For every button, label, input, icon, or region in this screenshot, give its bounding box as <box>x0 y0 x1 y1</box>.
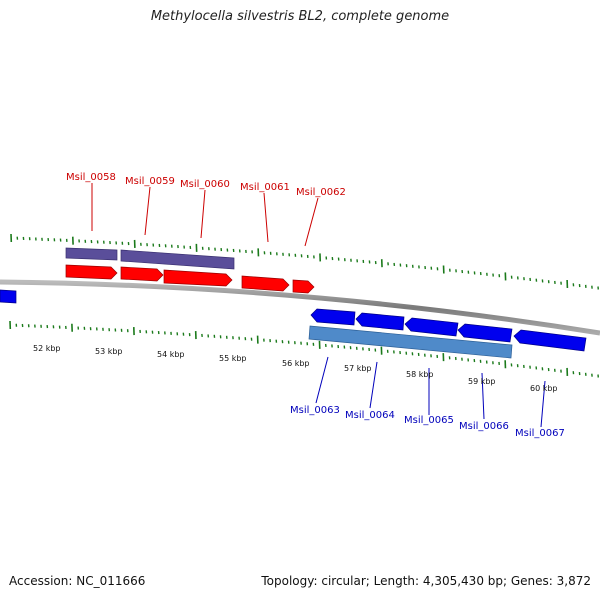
gene-label-msil-0066[interactable]: Msil_0066 <box>459 421 509 432</box>
gene-label-msil-0059[interactable]: Msil_0059 <box>125 176 175 187</box>
leader-line <box>304 197 319 247</box>
scale-label-52kbp: 52 kbp <box>33 344 61 353</box>
reverse-feature-band <box>308 325 513 359</box>
leader-line <box>481 372 485 420</box>
gene-label-msil-0065[interactable]: Msil_0065 <box>404 415 454 426</box>
scale-label-59kbp: 59 kbp <box>468 377 496 386</box>
forward-feature-band <box>65 247 118 261</box>
gene-arrow-msil-0059[interactable] <box>120 266 164 282</box>
gene-arrow-msil-0058[interactable] <box>65 264 118 280</box>
leader-line <box>263 192 269 243</box>
gene-label-msil-0067[interactable]: Msil_0067 <box>515 428 565 439</box>
forward-ruler <box>10 233 599 290</box>
accession-text: Accession: NC_011666 <box>9 574 146 588</box>
gene-label-msil-0063[interactable]: Msil_0063 <box>290 405 340 416</box>
reverse-strand-genes <box>0 289 587 352</box>
gene-arrow-left-edge[interactable] <box>0 289 17 304</box>
genome-summary-text: Topology: circular; Length: 4,305,430 bp… <box>261 574 591 588</box>
gene-arrow-msil-0062[interactable] <box>292 279 315 294</box>
gene-arrow-msil-0060[interactable] <box>163 269 233 287</box>
map-title: Methylocella silvestris BL2, complete ge… <box>150 9 450 24</box>
forward-feature-bands <box>65 247 235 270</box>
leader-line <box>144 186 151 236</box>
gene-arrow-msil-0065[interactable] <box>404 317 459 337</box>
reverse-gene-leaders <box>315 356 546 428</box>
scale-labels: 52 kbp 53 kbp 54 kbp 55 kbp 56 kbp 57 kb… <box>33 344 558 393</box>
reverse-gene-labels: Msil_0063 Msil_0064 Msil_0065 Msil_0066 … <box>290 405 565 439</box>
scale-label-54kbp: 54 kbp <box>157 350 185 359</box>
reverse-feature-bands <box>308 325 513 359</box>
scale-label-58kbp: 58 kbp <box>406 370 434 379</box>
leader-line <box>540 380 546 428</box>
forward-feature-band <box>120 249 235 270</box>
gene-arrow-msil-0061[interactable] <box>241 275 290 292</box>
gene-label-msil-0062[interactable]: Msil_0062 <box>296 187 346 198</box>
scale-label-60kbp: 60 kbp <box>530 384 558 393</box>
gene-label-msil-0061[interactable]: Msil_0061 <box>240 182 290 193</box>
leader-line <box>369 361 378 409</box>
genome-backbone <box>0 279 600 336</box>
gene-label-msil-0058[interactable]: Msil_0058 <box>66 172 116 183</box>
leader-line <box>315 356 329 404</box>
gene-arrow-msil-0066[interactable] <box>457 323 513 343</box>
gene-arrow-msil-0067[interactable] <box>513 329 587 352</box>
gene-arrow-msil-0064[interactable] <box>355 312 405 331</box>
scale-label-55kbp: 55 kbp <box>219 354 247 363</box>
gene-arrow-msil-0063[interactable] <box>310 308 356 326</box>
scale-label-56kbp: 56 kbp <box>282 359 310 368</box>
gene-label-msil-0060[interactable]: Msil_0060 <box>180 179 230 190</box>
reverse-ruler <box>9 320 599 378</box>
gene-label-msil-0064[interactable]: Msil_0064 <box>345 410 395 421</box>
forward-gene-labels: Msil_0058 Msil_0059 Msil_0060 Msil_0061 … <box>66 172 346 198</box>
leader-line <box>200 189 206 239</box>
forward-gene-leaders <box>91 183 319 247</box>
scale-label-57kbp: 57 kbp <box>344 364 372 373</box>
forward-strand-genes <box>65 264 315 294</box>
scale-label-53kbp: 53 kbp <box>95 347 123 356</box>
